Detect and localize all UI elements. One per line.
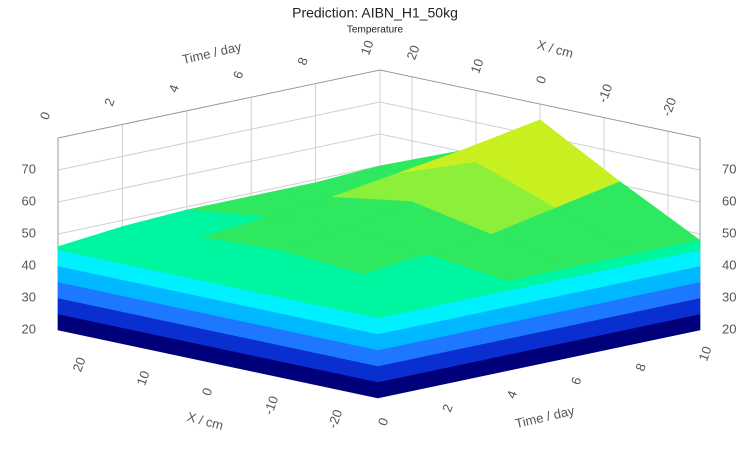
z-tick-label: 70 [22,161,36,176]
x-tick-label: 0 [199,386,216,398]
x-tick-label: -20 [325,407,346,430]
time-axis-label-back: Time / day [181,39,244,67]
z-tick-label: 20 [22,321,36,336]
time-tick-label-back: 0 [37,110,54,122]
time-tick-label: 2 [439,402,456,414]
z-tick-label-right: 40 [722,257,736,272]
z-tick-label-right: 70 [722,161,736,176]
x-tick-label-back: 0 [533,74,550,86]
time-tick-label-back: 4 [166,82,183,94]
chart-subtitle: Temperature [347,25,404,36]
z-tick-label-right: 50 [722,225,736,240]
z-tick-label: 50 [22,225,36,240]
surface-wall [635,240,701,264]
z-tick-label-right: 20 [722,321,736,336]
x-tick-label-back: 20 [403,43,422,62]
x-axis-label-back: X / cm [536,37,575,61]
chart-title: Prediction: AIBN_H1_50kg [292,5,458,21]
x-tick-label: 20 [69,355,88,374]
time-tick-label: 0 [375,416,392,428]
x-tick-label: -10 [261,394,282,417]
time-tick-label-back: 8 [294,55,311,67]
x-axis-label: X / cm [186,409,225,433]
time-tick-label: 4 [504,388,521,400]
z-tick-label: 40 [22,257,36,272]
time-tick-label-back: 10 [357,38,376,57]
box-frame [57,69,701,139]
z-tick-label-right: 30 [722,289,736,304]
x-tick-label: 10 [133,369,152,388]
time-tick-label-back: 2 [101,96,118,108]
surface-wall [297,297,379,319]
time-tick-label-back: 6 [230,69,247,81]
time-tick-label: 10 [695,344,714,363]
time-tick-label: 6 [568,375,585,387]
time-axis-label: Time / day [514,403,577,431]
z-tick-label-right: 60 [722,193,736,208]
x-tick-label-back: -10 [595,82,616,105]
x-tick-label-back: -20 [659,95,680,118]
x-tick-label-back: 10 [467,57,486,76]
time-tick-label: 8 [632,361,649,373]
z-tick-label: 30 [22,289,36,304]
z-tick-label: 60 [22,193,36,208]
